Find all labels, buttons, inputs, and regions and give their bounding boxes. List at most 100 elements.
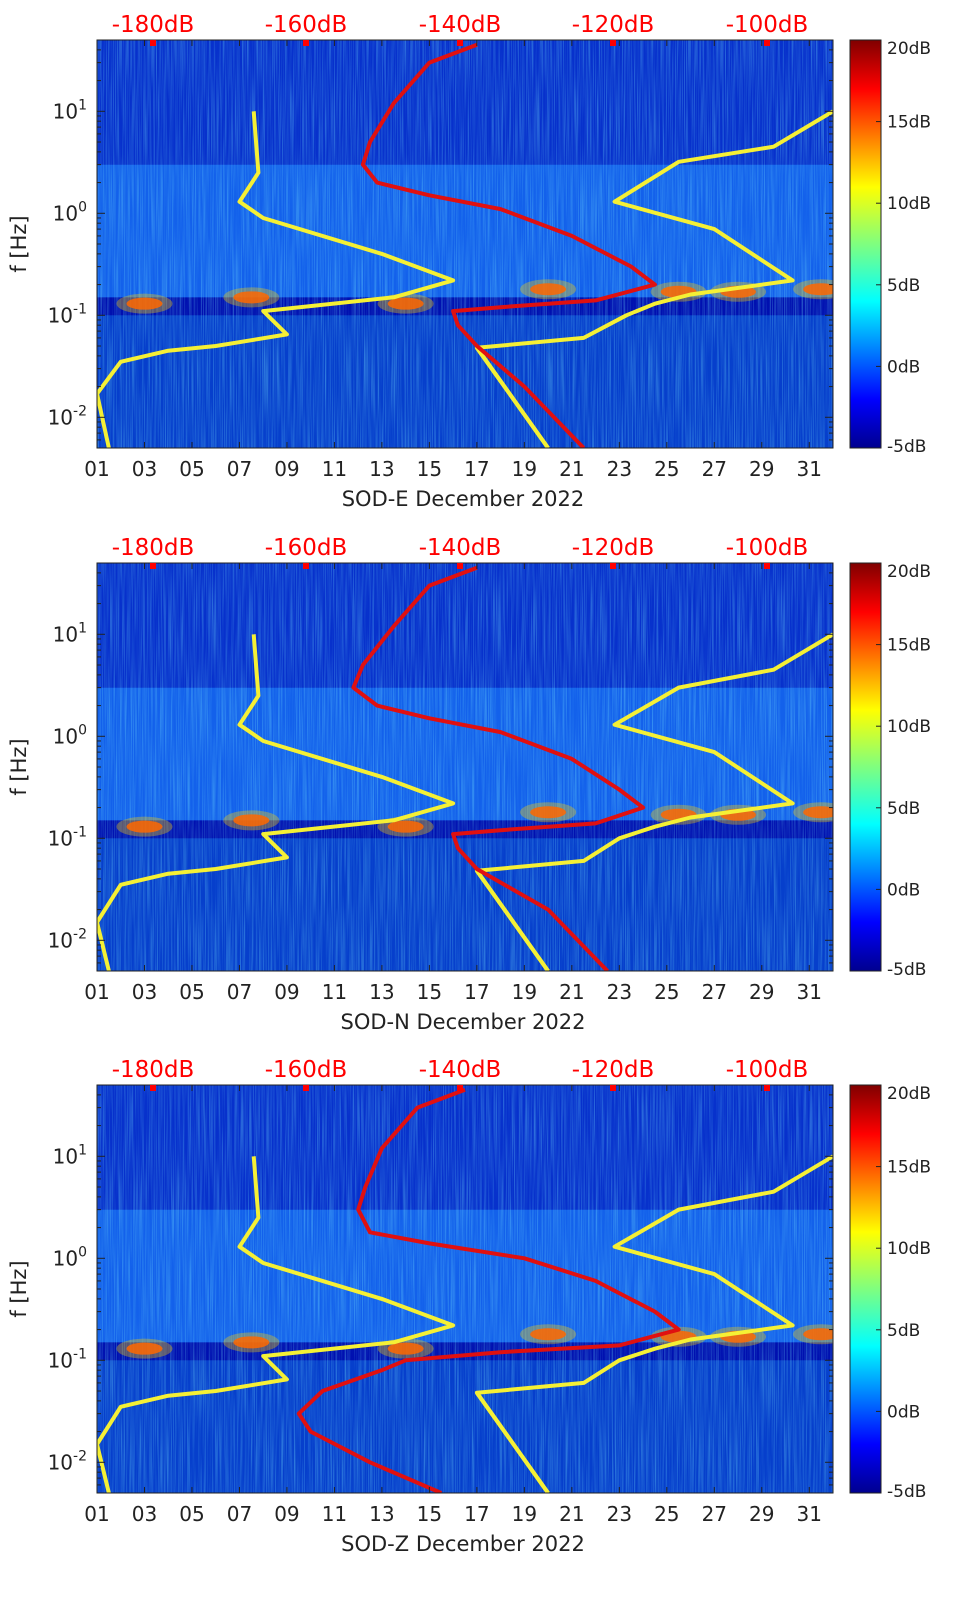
heatmap-hotspot (387, 297, 424, 310)
x-tick-label: 25 (654, 457, 679, 481)
heatmap-hotspot-halo (650, 281, 707, 302)
yellow-curve-2 (474, 109, 833, 448)
top-axis-tick (303, 1085, 309, 1091)
x-tick-label: 13 (369, 457, 394, 481)
x-tick-label: 01 (84, 980, 109, 1004)
x-tick-label: 13 (369, 1502, 394, 1526)
y-tick-label: 10-2 (48, 1448, 87, 1474)
top-axis-tick (610, 40, 616, 46)
x-tick-label: 09 (274, 457, 299, 481)
x-tick-label: 23 (607, 980, 632, 1004)
x-tick-label: 25 (654, 980, 679, 1004)
x-tick-label: 11 (322, 980, 347, 1004)
colorbar-label: 0dB (887, 357, 920, 377)
x-tick-label: 11 (322, 457, 347, 481)
heatmap-hotspot (233, 1336, 270, 1349)
top-axis-label: -180dB (112, 1057, 195, 1083)
x-tick-label: 05 (179, 980, 204, 1004)
heatmap-hotspot (126, 297, 163, 310)
y-axis-label: f [Hz] (7, 1260, 31, 1317)
x-tick-label: 29 (749, 1502, 774, 1526)
colorbar (849, 1084, 882, 1494)
heatmap-hotspot-halo (520, 1324, 577, 1345)
x-tick-label: 27 (702, 457, 727, 481)
heatmap-hotspot (530, 1328, 567, 1341)
top-axis-label: -100dB (726, 12, 809, 38)
x-axis-label: SOD-E December 2022 (342, 487, 585, 511)
heatmap-hotspot-halo (223, 287, 280, 308)
heatmap-hotspot-halo (116, 293, 173, 314)
x-tick-label: 17 (464, 980, 489, 1004)
top-axis-tick (150, 1085, 156, 1091)
colorbar-label: 0dB (887, 1402, 920, 1422)
colorbar-label: 20dB (887, 39, 931, 59)
heatmap-texture (97, 1085, 833, 1493)
red-curve-4 (360, 42, 657, 448)
y-tick-label: 10-1 (48, 824, 87, 850)
colorbar-label: 0dB (887, 880, 920, 900)
heatmap-hotspot (387, 820, 424, 833)
heatmap-hotspot-halo (520, 802, 577, 823)
x-tick-label: 07 (227, 980, 252, 1004)
x-tick-label: 27 (702, 1502, 727, 1526)
yellow-curve-2 (474, 632, 833, 971)
heatmap-area (97, 40, 833, 448)
top-axis-tick (764, 1085, 770, 1091)
heatmap-area (97, 1085, 833, 1493)
x-tick-label: 15 (417, 457, 442, 481)
red-curve-4 (296, 1087, 681, 1493)
x-tick-label: 01 (84, 1502, 109, 1526)
x-tick-label: 13 (369, 980, 394, 1004)
y-tick-label: 10-2 (48, 926, 87, 952)
x-tick-label: 03 (132, 457, 157, 481)
x-tick-label: 03 (132, 1502, 157, 1526)
y-tick-label: 101 (53, 97, 87, 123)
colorbar-label: -5dB (887, 1482, 926, 1502)
y-tick-label: 101 (53, 620, 87, 646)
heatmap-hotspot (530, 283, 567, 296)
colorbar (849, 39, 882, 449)
x-tick-label: 21 (559, 1502, 584, 1526)
heatmap-hotspot-halo (650, 804, 707, 825)
top-axis-label: -140dB (419, 12, 502, 38)
y-tick-label: 10-1 (48, 301, 87, 327)
heatmap-hotspot-halo (116, 1338, 173, 1359)
yellow-curve-3 (475, 1391, 550, 1493)
spectrogram-panel-3: 01 03 05 07 09 11 13 15 17 19 21 23 25 27 29 31 10-2 10-1… (7, 1057, 931, 1556)
heatmap-hotspot (803, 283, 833, 296)
y-axis-label: f [Hz] (7, 738, 31, 795)
top-axis-tick (303, 563, 309, 569)
top-axis-tick (610, 563, 616, 569)
x-tick-label: 09 (274, 1502, 299, 1526)
top-axis-tick (150, 40, 156, 46)
x-tick-label: 19 (512, 457, 537, 481)
x-tick-label: 01 (84, 457, 109, 481)
colorbar-label: 5dB (887, 276, 920, 296)
x-tick-label: 07 (227, 457, 252, 481)
yellow-curve-3 (475, 346, 550, 448)
spectrogram-panel-2: 01 03 05 07 09 11 13 15 17 19 21 23 25 27 29 31 10-2 10-1… (7, 535, 931, 1034)
x-tick-label: 31 (797, 457, 822, 481)
x-tick-label: 23 (607, 1502, 632, 1526)
x-tick-label: 29 (749, 457, 774, 481)
heatmap-hotspot (803, 1328, 833, 1341)
colorbar-label: 5dB (887, 799, 920, 819)
colorbar-label: 10dB (887, 194, 931, 214)
heatmap-hotspot-halo (793, 802, 833, 823)
heatmap-hotspot-halo (793, 1324, 833, 1345)
x-tick-label: 29 (749, 980, 774, 1004)
heatmap-hotspot-halo (116, 816, 173, 837)
x-tick-label: 09 (274, 980, 299, 1004)
top-axis-label: -160dB (265, 1057, 348, 1083)
heatmap-hotspot-halo (793, 279, 833, 300)
colorbar-label: -5dB (887, 437, 926, 457)
x-tick-label: 21 (559, 980, 584, 1004)
heatmap-hotspot (803, 806, 833, 819)
x-tick-label: 23 (607, 457, 632, 481)
top-axis-label: -140dB (419, 535, 502, 561)
heatmap-texture (97, 40, 833, 448)
x-tick-label: 31 (797, 980, 822, 1004)
heatmap-hotspot (126, 1342, 163, 1355)
top-axis-label: -100dB (726, 1057, 809, 1083)
x-tick-label: 05 (179, 1502, 204, 1526)
